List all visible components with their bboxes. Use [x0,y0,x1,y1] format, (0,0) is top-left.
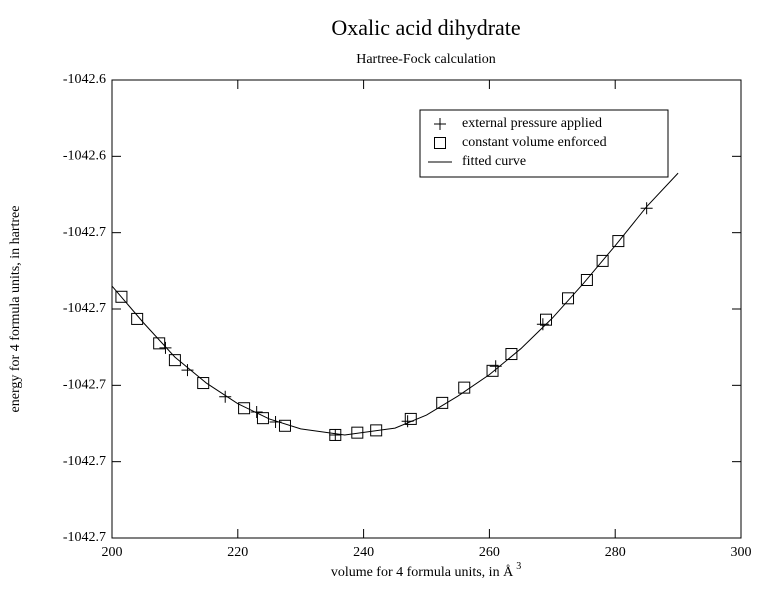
y-tick-label: -1042.6 [63,72,106,87]
x-axis-label-text: volume for 4 formula units, in Å [331,564,514,580]
data-point [536,318,549,331]
data-point [250,406,263,419]
x-tick-label: 240 [353,545,374,560]
data-point [486,364,499,377]
y-axis-label: energy for 4 formula units, in hartree [8,206,23,413]
chart-subtitle: Hartree-Fock calculation [356,52,496,67]
data-point [562,292,575,305]
legend-box [419,109,669,178]
data-point [329,428,342,441]
data-point [219,390,232,403]
data-point [181,364,194,377]
x-axis-label-superscript: 3 [516,561,521,572]
x-tick-label: 200 [102,545,123,560]
data-point [168,354,181,367]
y-tick-label: -1042.7 [63,378,106,393]
data-point [238,402,251,415]
data-point [197,377,210,390]
y-tick-label: -1042.7 [63,225,106,240]
y-tick-label: -1042.7 [63,530,106,545]
data-point [436,396,449,409]
legend-label: constant volume enforced [462,135,607,150]
legend-label: external pressure applied [462,116,602,131]
fitted-curve [111,172,679,436]
data-point [540,313,553,326]
data-point [329,428,342,441]
data-point [640,202,653,215]
y-tick-label: -1042.6 [63,149,106,164]
data-point [131,312,144,325]
legend-label: fitted curve [462,154,526,169]
data-point [580,273,593,286]
data-point [596,254,609,267]
legend-symbol [434,118,446,130]
x-tick-label: 300 [731,545,752,560]
x-tick-label: 280 [605,545,626,560]
legend-symbol [434,137,446,149]
data-point [153,337,166,350]
data-point [612,235,625,248]
y-tick-label: -1042.7 [63,454,106,469]
data-point [159,341,172,354]
chart-title: Oxalic acid dihydrate [331,15,520,40]
data-point [115,290,128,303]
x-tick-label: 220 [227,545,248,560]
data-point [505,348,518,361]
y-tick-label: -1042.7 [63,301,106,316]
x-tick-label: 260 [479,545,500,560]
